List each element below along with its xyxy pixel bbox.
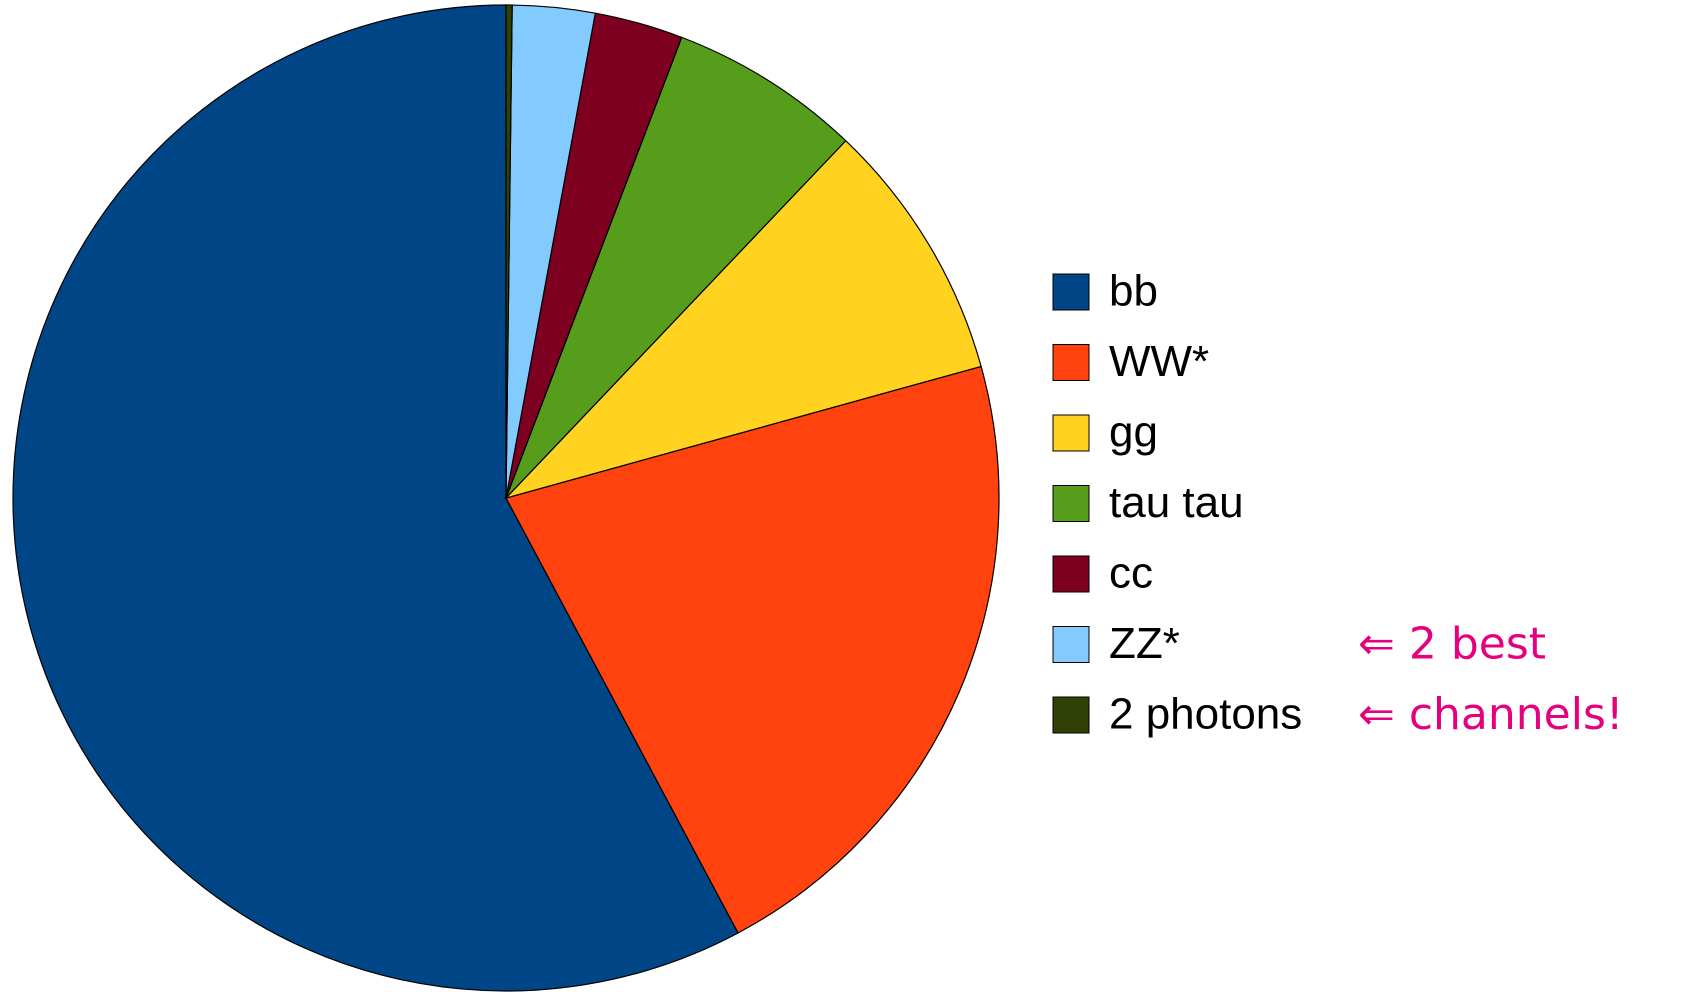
legend-label: ZZ* <box>1109 619 1180 668</box>
legend-swatch <box>1052 273 1090 311</box>
legend-label: tau tau <box>1109 478 1244 527</box>
legend-swatch <box>1052 696 1090 734</box>
annotation: ⇐ channels! <box>1358 689 1624 740</box>
legend-swatch <box>1052 344 1090 381</box>
legend-swatch <box>1052 414 1090 452</box>
legend-label: bb <box>1109 267 1158 316</box>
legend-label: WW* <box>1109 337 1209 386</box>
legend-label: cc <box>1109 549 1153 598</box>
pie-slice <box>12 4 739 992</box>
pie-slice <box>505 4 513 499</box>
legend-label: gg <box>1109 408 1158 457</box>
pie-slice <box>505 365 1000 934</box>
legend-swatch <box>1052 626 1090 663</box>
legend-label: 2 photons <box>1109 690 1302 739</box>
pie-slice <box>505 36 847 499</box>
pie-slice <box>504 139 982 500</box>
legend-swatch <box>1052 555 1090 593</box>
annotation: ⇐ 2 best <box>1358 619 1546 670</box>
legend-swatch <box>1052 485 1090 522</box>
